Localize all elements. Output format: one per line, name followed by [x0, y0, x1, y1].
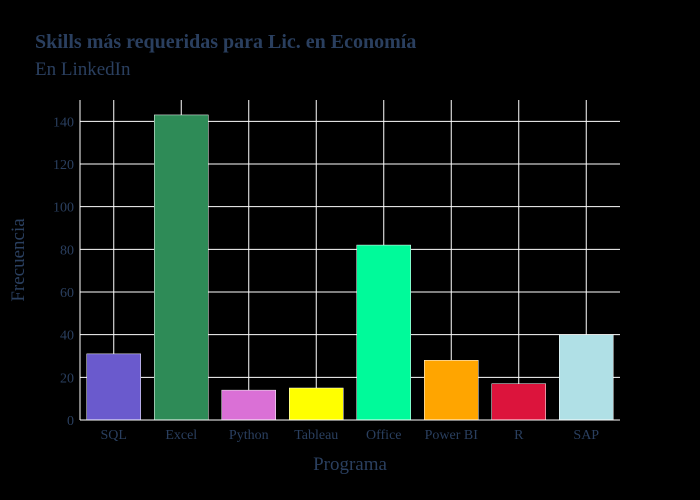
- bar-tableau: [289, 387, 344, 421]
- y-tick-label: 20: [60, 371, 74, 386]
- x-tick-label: Python: [229, 428, 269, 443]
- y-tick-label: 80: [60, 243, 74, 258]
- y-tick-label: 60: [60, 286, 74, 301]
- bar-sap: [559, 334, 614, 421]
- x-tick-label: SQL: [101, 428, 127, 443]
- chart-subtitle: En LinkedIn: [35, 59, 131, 80]
- y-tick-label: 120: [53, 158, 74, 173]
- x-tick-label: Excel: [165, 428, 197, 443]
- y-tick-label: 140: [53, 115, 74, 130]
- y-tick-label: 100: [53, 201, 74, 216]
- x-axis-label: Programa: [313, 454, 387, 475]
- bar-r: [491, 383, 546, 421]
- x-tick-label: SAP: [573, 428, 599, 443]
- bar-python: [221, 389, 276, 421]
- x-tick-label: Office: [366, 428, 402, 443]
- bar-sql: [86, 353, 141, 421]
- bar-office: [356, 244, 411, 421]
- x-tick-label: R: [514, 428, 524, 443]
- bar-excel: [154, 114, 209, 421]
- x-tick-label: Tableau: [294, 428, 338, 443]
- y-tick-label: 0: [67, 414, 74, 429]
- chart-title: Skills más requeridas para Lic. en Econo…: [35, 31, 417, 53]
- bar-power-bi: [424, 360, 479, 421]
- x-tick-label: Power BI: [425, 428, 479, 443]
- y-tick-label: 40: [60, 329, 74, 344]
